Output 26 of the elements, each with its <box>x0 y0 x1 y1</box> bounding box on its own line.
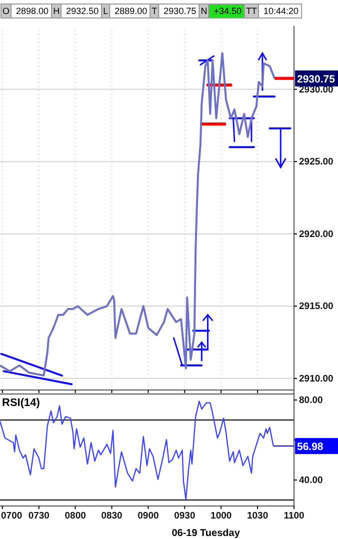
x-tick-label: 1100 <box>284 510 304 522</box>
y-tick-label: 2915.00 <box>299 301 334 312</box>
x-tick-label: 0830 <box>101 510 122 522</box>
text: O 2898.00 <box>2 6 49 16</box>
x-tick-label: 1000 <box>210 510 232 522</box>
x-axis-title: 06-19 Tuesday <box>172 528 240 539</box>
text: N +34.50 <box>200 6 242 16</box>
x-tick-label: 0800 <box>64 510 86 522</box>
y-tick-label: 2920.00 <box>299 228 334 240</box>
y-tick-label: 2930.00 <box>299 84 334 96</box>
y-tick-label: 2910.00 <box>299 373 334 384</box>
x-tick-label: 0700 <box>1 510 22 522</box>
text: T 2930.75 <box>152 6 196 16</box>
annotation: 2930.75 <box>297 73 336 86</box>
text: L 2889.00 <box>103 6 148 16</box>
text: TT 10:44:20 <box>246 6 299 16</box>
y-tick-label: 80.00 <box>299 395 323 406</box>
x-tick-label: 1030 <box>246 510 268 522</box>
annotation: 56.98 <box>297 441 324 454</box>
x-tick-label: 0730 <box>28 510 50 522</box>
x-tick-label: 0930 <box>174 510 196 522</box>
chart-title: RSI(14) <box>2 397 40 409</box>
y-tick-label: 2925.00 <box>299 156 334 168</box>
text: H 2932.50 <box>53 6 99 16</box>
x-tick-label: 0900 <box>138 510 159 522</box>
y-tick-label: 40.00 <box>299 475 323 486</box>
